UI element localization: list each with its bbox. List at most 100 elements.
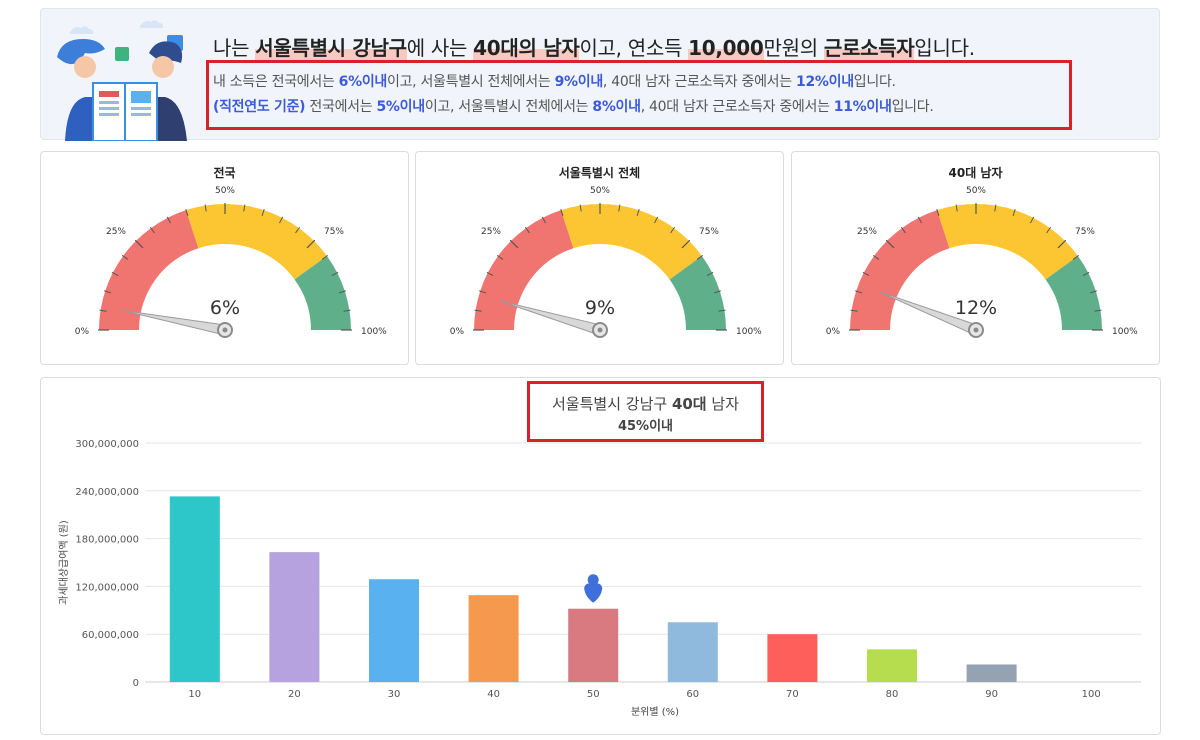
gauge-tick <box>474 309 482 312</box>
gauge-tick <box>509 239 519 249</box>
gauge-tick-label: 25% <box>106 227 126 237</box>
gauge-tick <box>855 290 863 294</box>
gauge-tick <box>306 239 316 249</box>
gauge-tick <box>654 216 659 224</box>
gauge-tick <box>885 239 895 249</box>
bar-50[interactable] <box>568 608 619 682</box>
bar-60[interactable] <box>667 622 718 682</box>
gauge-40s-male: 0% 25% 50% 75% 100% 12% <box>826 186 1138 338</box>
bar-10[interactable] <box>169 496 220 682</box>
gauge-tick-label: 75% <box>324 227 344 237</box>
reading-people-illustration <box>57 20 187 141</box>
gauge-tick <box>636 209 640 217</box>
x-tick-label: 10 <box>188 689 201 700</box>
gauge-tick <box>670 226 676 234</box>
y-tick-label: 60,000,000 <box>82 630 139 641</box>
gauge-band-red <box>474 210 574 330</box>
gauge-tick <box>338 290 346 294</box>
gauge-tick <box>718 309 726 312</box>
gauge-card-national: 전국 0% 25% 50% 75% 100% 6% <box>40 151 409 365</box>
gauge-title: 전국 <box>213 166 236 180</box>
y-tick-label: 300,000,000 <box>75 439 139 450</box>
x-tick-label: 70 <box>786 689 799 700</box>
gauge-tick <box>541 216 546 224</box>
gauge-tick <box>149 226 155 234</box>
gauge-tick <box>696 254 704 260</box>
gauge-tick <box>936 209 940 217</box>
gauge-tick <box>524 226 530 234</box>
gauge-band-yellow <box>937 204 1078 280</box>
summary-panel: 나는 서울특별시 강남구에 사는 40대의 남자이고, 연소득 10,000만원… <box>40 8 1160 141</box>
gauge-tick-label: 75% <box>699 227 719 237</box>
gauge-tick-label: 0% <box>450 327 465 337</box>
gauge-band-red <box>850 210 950 330</box>
gauge-tick <box>486 271 494 276</box>
gauge-tick <box>1094 309 1102 312</box>
gauge-tick-label: 100% <box>361 327 387 337</box>
gauge-tick-label: 50% <box>590 186 610 196</box>
gauge-band-green <box>1045 255 1102 330</box>
gauge-title: 서울특별시 전체 <box>558 166 641 180</box>
gauge-tick <box>872 254 880 260</box>
gauge-tick <box>1046 226 1052 234</box>
gauge-tick-label: 0% <box>75 327 90 337</box>
income-headline: 나는 서울특별시 강남구에 사는 40대의 남자이고, 연소득 10,000만원… <box>213 36 975 60</box>
percentile-bar-chart-card: 서울특별시 강남구 40대 남자 45%이내 0 60,000,000 120,00… <box>40 377 1161 735</box>
gauge-tick <box>560 209 564 217</box>
bar-30[interactable] <box>369 579 419 682</box>
y-tick-label: 120,000,000 <box>75 582 139 593</box>
gauge-tick-label: 25% <box>857 227 877 237</box>
gauge-tick <box>121 254 129 260</box>
my-position-marker-head <box>587 574 599 586</box>
previous-year-percentile-line: (직전연도 기준) 전국에서는 5%이내이고, 서울특별시 전체에서는 8%이내… <box>213 99 934 115</box>
percentile-summary-highlight <box>206 60 1072 130</box>
gauge-card-seoul: 서울특별시 전체 0% 25% 50% 75% 100% 9% <box>415 151 784 365</box>
gauge-tick <box>1057 239 1067 249</box>
gauge-tick <box>955 204 958 212</box>
gauge-tick <box>104 290 112 294</box>
gauge-tick <box>243 204 246 212</box>
y-tick-label: 0 <box>133 678 139 689</box>
bar-80[interactable] <box>867 649 917 682</box>
gauge-tick <box>279 216 284 224</box>
gauge-tick <box>579 204 582 212</box>
gauge-tick <box>261 209 265 217</box>
bar-40[interactable] <box>468 595 519 682</box>
gauge-tick <box>295 226 301 234</box>
gauge-band-yellow <box>561 204 702 280</box>
gauge-band-green <box>669 255 726 330</box>
gauge-tick <box>111 271 119 276</box>
x-tick-label: 100 <box>1082 689 1101 700</box>
gauge-title: 40대 남자 <box>948 166 1003 180</box>
gauge-value-label: 12% <box>955 297 997 319</box>
bar-20[interactable] <box>269 552 320 682</box>
gauge-tick <box>706 271 714 276</box>
current-percentile-line: 내 소득은 전국에서는 6%이내이고, 서울특별시 전체에서는 9%이내, 40… <box>213 74 896 90</box>
gauge-tick <box>917 216 922 224</box>
gauge-tick <box>1089 290 1097 294</box>
gauge-national: 0% 25% 50% 75% 100% 6% <box>75 186 387 338</box>
gauge-tick-label: 0% <box>826 327 841 337</box>
gauge-needle-pin <box>222 327 228 333</box>
chart-title-highlight <box>527 381 764 442</box>
x-tick-label: 60 <box>686 689 699 700</box>
gauge-needle-pin <box>597 327 603 333</box>
gauge-band-red <box>99 210 199 330</box>
bar-chart: 0 60,000,000 120,000,000 180,000,000 240,000… <box>58 439 1141 718</box>
x-tick-label: 30 <box>388 689 401 700</box>
gauge-seoul: 0% 25% 50% 75% 100% 9% <box>450 186 762 338</box>
bar-70[interactable] <box>767 634 818 682</box>
gauge-tick <box>321 254 329 260</box>
my-position-marker-icon <box>584 582 603 603</box>
x-tick-label: 40 <box>487 689 500 700</box>
chart-title: 서울특별시 강남구 40대 남자 <box>552 395 739 413</box>
gauge-tick <box>496 254 504 260</box>
y-tick-label: 180,000,000 <box>75 535 139 546</box>
gauge-tick <box>1072 254 1080 260</box>
gauge-needle-pin <box>973 327 979 333</box>
bar-90[interactable] <box>966 664 1017 682</box>
gauge-value-label: 9% <box>585 297 615 319</box>
gauge-tick <box>1030 216 1035 224</box>
x-tick-label: 20 <box>288 689 301 700</box>
gauge-tick <box>713 290 721 294</box>
